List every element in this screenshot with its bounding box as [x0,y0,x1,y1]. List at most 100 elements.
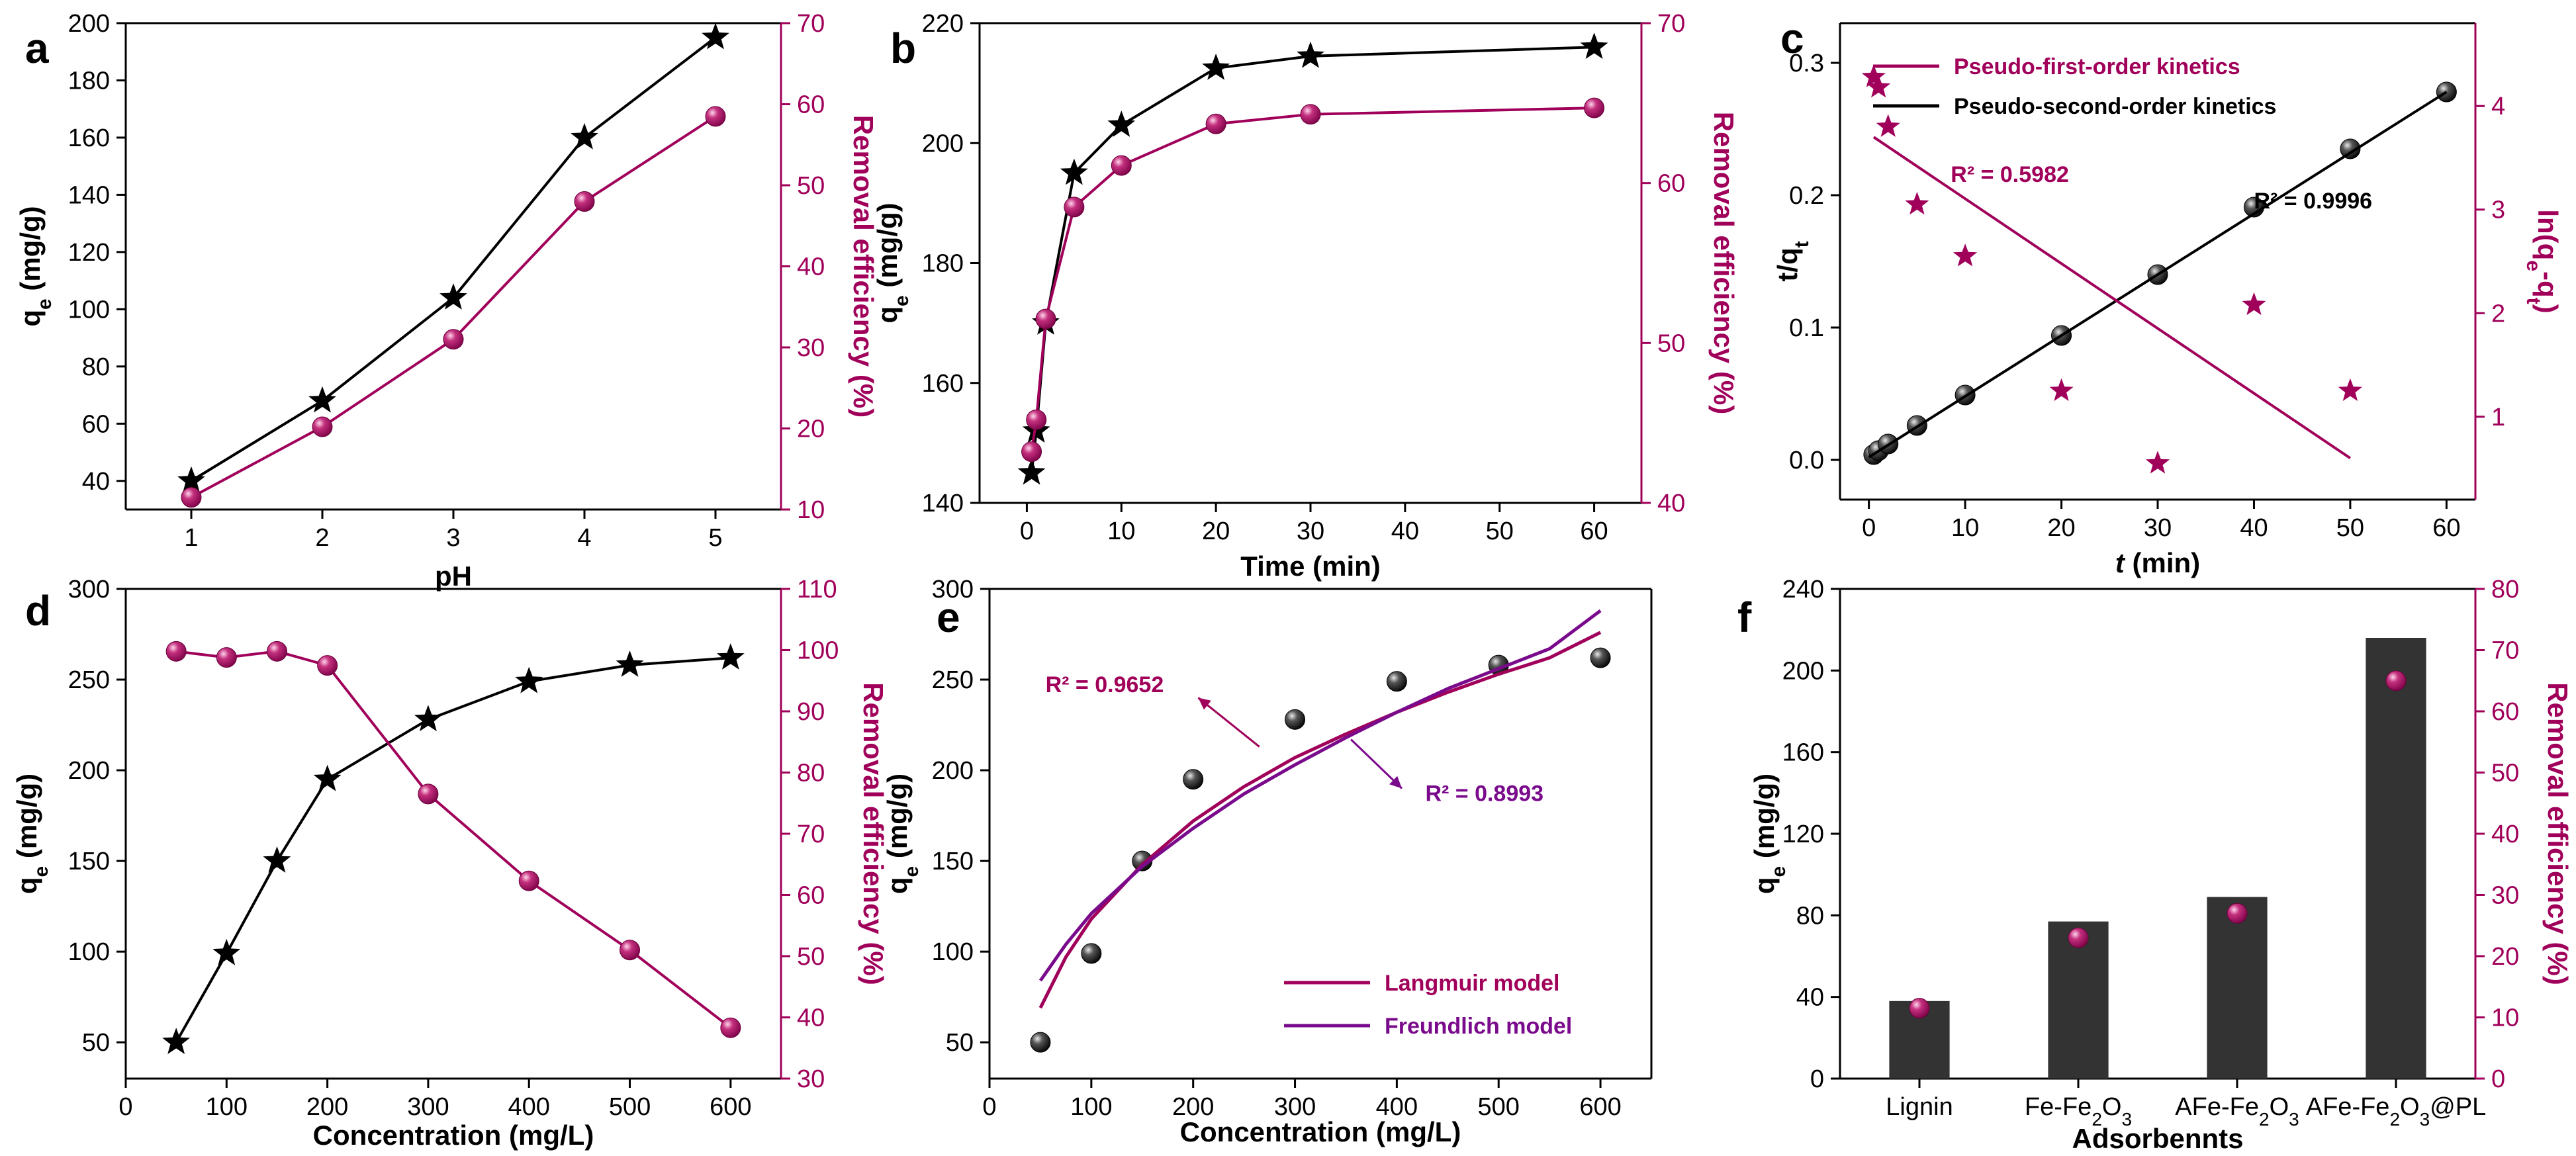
y2-axis-title: ln(qe-qt) [2523,209,2564,313]
data-point [1081,943,1102,964]
y-tick-label: 100 [932,938,974,966]
data-point [1300,104,1321,125]
panel-e: e0 100 200 300 400 500 60050100150200250300Con… [882,576,1653,1147]
data-point [705,106,726,127]
data-point [518,870,539,891]
y2-tick-label: 10 [797,496,825,524]
legend-label-1: Freundlich model [1385,1014,1572,1039]
legend-label-1: Pseudo-second-order kinetics [1954,94,2276,119]
y2-tick-label: 60 [797,882,825,910]
x-tick-label: 20 [2047,514,2075,542]
y-tick-label: 0.0 [1789,447,1824,474]
legend-label-0: Langmuir model [1385,971,1559,996]
y2-axis-title: Removal efficiency (%) [848,115,879,418]
data-point [181,487,202,508]
y2-tick-label: 20 [797,416,825,443]
y-tick-label: 200 [932,757,974,785]
series-line-1 [1030,107,1594,452]
x-tick-label: Lignin [1886,1093,1953,1121]
x-tick-label: AFe-Fe2O3@PL [2306,1093,2486,1130]
data-point [216,647,237,668]
y2-tick-label: 50 [797,943,825,971]
series-line-1 [1038,631,1602,1009]
x-tick-label: 400 [1376,1093,1418,1121]
data-point [1953,244,1978,267]
data-point [2338,378,2362,401]
y2-tick-label: 40 [1657,490,1685,517]
x-tick-label: 60 [2432,514,2460,542]
y-tick-label: 120 [1782,821,1824,848]
x-axis-title: Time (min) [1240,551,1381,582]
y-tick-label: 100 [68,296,110,324]
series-line-1 [191,115,717,499]
y-tick-label: 160 [1782,739,1824,767]
y-tick-label: 300 [68,576,110,603]
y2-tick-label: 30 [797,1065,825,1093]
x-axis-title: Concentration (mg/L) [313,1120,594,1151]
y-tick-label: 120 [68,239,110,267]
x-tick-label: 1 [184,524,198,552]
x-tick-label: AFe-Fe2O3 [2175,1093,2299,1130]
panel-label-f: f [1737,594,1752,641]
y-tick-label: 250 [932,666,974,694]
panel-b: b 0 10 20 30 40 50 60 140 160 180 200 220 40 50 60 70 Tim… [872,10,1739,582]
data-point [1021,441,1042,463]
data-point [1202,54,1230,80]
data-point [308,386,336,413]
y2-tick-label: 40 [2491,821,2519,848]
data-point [439,283,467,310]
y2-tick-label: 70 [797,821,825,848]
data-point [1111,155,1132,176]
data-point [2242,292,2266,316]
legend-label-0: Pseudo-first-order kinetics [1954,54,2240,79]
x-tick-label: Fe-Fe2O3 [2025,1093,2132,1130]
y2-tick-label: 40 [797,253,825,281]
y2-tick-label: 50 [1657,330,1685,357]
bar-2 [2207,897,2268,1079]
x-tick-label: 50 [1486,517,1514,545]
y-tick-label: 160 [68,124,110,152]
y2-tick-label: 60 [797,91,825,119]
x-tick-label: 4 [577,524,591,552]
y-tick-label: 80 [82,353,110,381]
data-point [162,1028,191,1054]
data-point [1026,409,1047,430]
data-point [2227,903,2248,924]
y-tick-label: 220 [922,10,964,38]
y2-tick-label: 90 [797,698,825,726]
y-tick-label: 50 [82,1029,110,1057]
y2-axis-title: Removal efficiency (%) [858,682,889,985]
x-tick-label: 300 [1274,1093,1316,1121]
y2-tick-label: 1 [2491,404,2505,431]
r-squared-label: R² = 0.8993 [1425,781,1543,807]
series-line-2 [1038,609,1602,982]
data-point [702,22,729,50]
y2-tick-label: 50 [2491,760,2519,787]
y-axis-title: t/qt [1772,241,1813,281]
x-tick-label: 20 [1202,517,1230,545]
y-tick-label: 0.3 [1789,50,1824,77]
panel-d: d 0 100 200 300 400 500 600 50 100 150 200 250 300 30 4… [11,576,889,1151]
y-axis-title: qe (mg/g) [15,206,56,326]
y2-tick-label: 0 [2491,1065,2505,1093]
x-tick-label: 100 [1070,1093,1112,1121]
data-point [1590,647,1611,668]
y-tick-label: 200 [68,757,110,785]
y2-tick-label: 80 [797,760,825,787]
data-point [1017,458,1046,485]
y-tick-label: 240 [1782,576,1824,603]
data-point [317,655,338,676]
data-point [1861,64,1886,87]
y-tick-label: 180 [68,67,110,95]
x-tick-label: 10 [1951,514,1979,542]
data-point [2385,670,2407,691]
y2-tick-label: 40 [797,1004,825,1032]
y-tick-label: 60 [82,410,110,438]
data-point [165,641,187,662]
data-point [1905,191,1929,215]
y-tick-label: 180 [922,250,964,278]
x-tick-label: 30 [1297,517,1324,545]
x-tick-label: 600 [1579,1093,1621,1121]
x-tick-label: 500 [609,1093,651,1121]
